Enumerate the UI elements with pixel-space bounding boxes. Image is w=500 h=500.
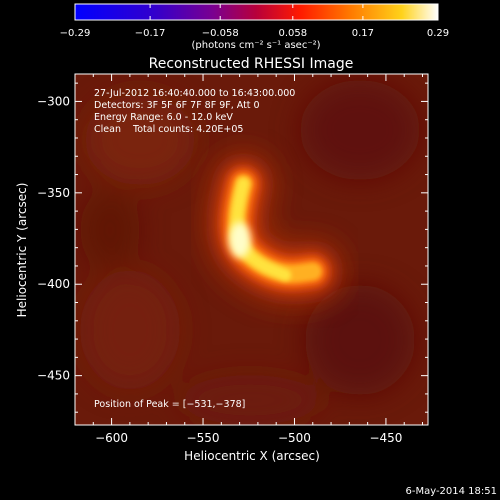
y-axis-label: Heliocentric Y (arcsec) [15,183,29,318]
x-axis-tick-labels: −600 −550 −500 −450 [95,431,402,445]
colorbar: −0.29 −0.17 −0.058 0.058 0.17 0.29 (photons c… [60,3,449,51]
x-axis-label: Heliocentric X (arcsec) [184,449,320,463]
y-tick-label: −450 [37,369,70,383]
x-tick-label: −550 [187,431,220,445]
colorbar-unit-label: (photons cm⁻² s⁻¹ asec⁻²) [191,40,320,51]
colorbar-tick-label: 0.17 [352,28,374,39]
annotation-block: 27-Jul-2012 16:40:40.000 to 16:43:00.000… [94,88,295,135]
heatmap-image [75,74,428,425]
colorbar-gradient [75,4,438,20]
x-axis-ticks [92,74,424,425]
x-tick-label: −500 [278,431,311,445]
y-tick-label: −400 [37,277,70,291]
flare-source [205,152,344,305]
plot-frame [74,73,429,426]
colorbar-tick-label: −0.17 [135,28,166,39]
colorbar-tick-label: 0.058 [278,28,307,39]
colorbar-tick-label: 0.29 [427,28,449,39]
annotation-time-range: 27-Jul-2012 16:40:40.000 to 16:43:00.000 [94,88,295,99]
annotation-detectors: Detectors: 3F 5F 6F 7F 8F 9F, Att 0 [94,100,260,111]
annotation-energy-range: Energy Range: 6.0 - 12.0 keV [94,112,233,123]
x-tick-label: −600 [95,431,128,445]
colorbar-tick-label: −0.058 [202,28,239,39]
footer-date: 6-May-2014 18:51 [405,486,497,497]
annotation-counts: Clean Total counts: 4.20E+05 [94,124,243,135]
flare-peak [228,222,251,259]
y-tick-label: −350 [37,186,70,200]
x-tick-label: −450 [369,431,402,445]
colorbar-tick-label: −0.29 [60,28,91,39]
background-mottle [80,80,420,425]
peak-position-label: Position of Peak = [−531,−378] [94,399,245,410]
chart-title: Reconstructed RHESSI Image [149,56,354,72]
colorbar-ticks [74,4,439,20]
y-tick-label: −300 [37,94,70,108]
colorbar-frame [74,3,439,21]
y-axis-tick-labels: −300 −350 −400 −450 [37,94,70,382]
y-axis-ticks [75,82,428,413]
colorbar-tick-labels: −0.29 −0.17 −0.058 0.058 0.17 0.29 [60,28,449,39]
